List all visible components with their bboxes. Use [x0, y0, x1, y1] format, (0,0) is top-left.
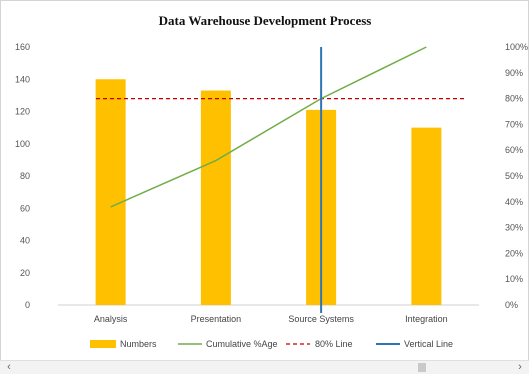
scroll-thumb[interactable] [418, 363, 426, 372]
x-category-label: Integration [405, 314, 448, 324]
y-right-tick-label: 90% [505, 68, 523, 78]
bar-numbers [95, 79, 126, 305]
y-left-tick-label: 120 [15, 107, 30, 117]
legend-label-numbers: Numbers [120, 339, 157, 349]
horizontal-scrollbar[interactable]: ‹ › [0, 360, 529, 374]
y-left-tick-label: 80 [20, 171, 30, 181]
y-right-tick-label: 0% [505, 300, 518, 310]
scroll-right-arrow-icon[interactable]: › [518, 361, 522, 373]
y-right-tick-label: 100% [505, 42, 528, 52]
legend-label-80-line: 80% Line [315, 339, 353, 349]
y-right-tick-label: 80% [505, 94, 523, 104]
bar-numbers [200, 90, 231, 305]
line-cumulative [110, 46, 427, 208]
y-right-tick-label: 30% [505, 223, 523, 233]
x-category-label: Presentation [191, 314, 242, 324]
y-right-tick-label: 40% [505, 197, 523, 207]
y-left-tick-label: 140 [15, 74, 30, 84]
x-category-label: Analysis [94, 314, 128, 324]
legend-label-vertical: Vertical Line [404, 339, 453, 349]
y-right-tick-label: 70% [505, 119, 523, 129]
y-left-tick-label: 0 [25, 300, 30, 310]
y-left-tick-label: 100 [15, 139, 30, 149]
y-left-tick-label: 20 [20, 268, 30, 278]
y-right-tick-label: 60% [505, 145, 523, 155]
y-right-tick-label: 10% [505, 274, 523, 284]
y-left-tick-label: 160 [15, 42, 30, 52]
chart: Data Warehouse Development Process 0 20 40 6… [15, 13, 528, 349]
y-right-tick-label: 50% [505, 171, 523, 181]
y-left-tick-label: 40 [20, 236, 30, 246]
y-right-tick-label: 20% [505, 248, 523, 258]
x-category-label: Source Systems [288, 314, 354, 324]
scroll-left-arrow-icon[interactable]: ‹ [7, 361, 11, 373]
y-left-tick-label: 60 [20, 203, 30, 213]
legend-swatch-numbers [90, 340, 116, 348]
bar-numbers [411, 127, 442, 305]
chart-title: Data Warehouse Development Process [159, 13, 372, 28]
legend-label-cumulative: Cumulative %Age [206, 339, 278, 349]
